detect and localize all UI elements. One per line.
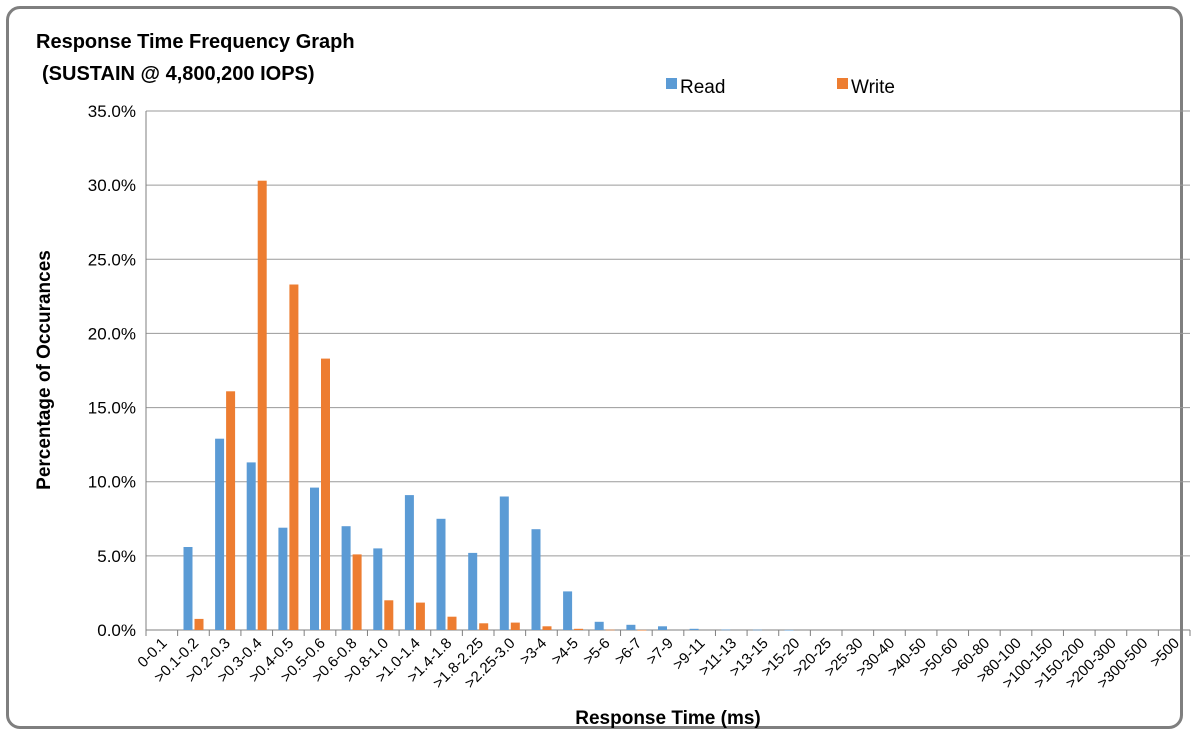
- bar-read-2: [215, 438, 225, 630]
- bar-read-16: [658, 626, 667, 630]
- x-tick-label: >500: [1147, 635, 1183, 671]
- bar-read-20: [784, 629, 794, 631]
- legend-read-label: Read: [680, 77, 725, 98]
- bar-write-4: [289, 284, 299, 630]
- bar-read-11: [499, 496, 509, 630]
- x-tick-label: >6-7: [612, 635, 646, 669]
- y-tick-label: 10.0%: [88, 473, 136, 492]
- y-tick-label: 35.0%: [88, 102, 136, 121]
- bar-write-6: [352, 554, 362, 630]
- y-tick-label: 25.0%: [88, 250, 136, 269]
- x-tick-label: >5-6: [580, 635, 614, 669]
- x-tick-label: >3-4: [517, 635, 551, 669]
- bar-write-8: [415, 602, 425, 630]
- bar-write-15: [637, 629, 647, 631]
- y-tick-label: 0.0%: [97, 621, 136, 640]
- bar-write-1: [194, 618, 204, 630]
- bars: [183, 180, 794, 631]
- legend-read-swatch: [666, 78, 677, 89]
- bar-write-3: [257, 180, 267, 630]
- y-axis-label: Percentage of Occurances: [34, 250, 55, 490]
- y-tick-label: 15.0%: [88, 399, 136, 418]
- bar-write-12: [542, 626, 552, 630]
- bar-write-7: [384, 600, 394, 630]
- legend-write-label: Write: [851, 77, 895, 98]
- bar-read-10: [468, 552, 478, 630]
- gridlines: [145, 110, 1191, 636]
- chart-subtitle: (SUSTAIN @ 4,800,200 IOPS): [42, 63, 315, 85]
- bar-read-15: [626, 624, 636, 630]
- legend-write-swatch: [837, 78, 848, 89]
- y-tick-label: 20.0%: [88, 324, 136, 343]
- bar-write-14: [605, 629, 615, 631]
- bar-read-17: [689, 628, 699, 630]
- bar-write-11: [510, 622, 520, 630]
- x-tick-label: >4-5: [548, 635, 582, 669]
- bar-read-6: [341, 526, 351, 630]
- bar-write-9: [447, 616, 457, 630]
- x-axis-ticks: 0-0.1>0.1-0.2>0.2-0.3>0.3-0.4>0.4-0.5>0.…: [134, 635, 1183, 692]
- x-axis-label: Response Time (ms): [575, 708, 760, 729]
- bar-read-14: [594, 621, 604, 630]
- bar-read-1: [183, 547, 193, 630]
- bar-write-13: [574, 628, 584, 630]
- bar-read-19: [752, 629, 762, 631]
- y-tick-label: 5.0%: [97, 547, 136, 566]
- bar-read-5: [310, 487, 319, 630]
- bar-read-8: [404, 495, 414, 630]
- bar-read-18: [721, 629, 731, 631]
- bar-read-3: [246, 462, 256, 630]
- bar-read-13: [563, 591, 573, 630]
- y-tick-label: 30.0%: [88, 176, 136, 195]
- chart-frame: [6, 6, 1183, 729]
- y-axis-ticks: 0.0% 5.0% 10.0% 15.0% 20.0% 25.0% 30.0% 35.0%: [88, 102, 136, 640]
- bar-read-4: [278, 527, 288, 630]
- bar-write-5: [321, 358, 330, 630]
- bar-write-2: [226, 391, 236, 630]
- chart-title: Response Time Frequency Graph: [36, 31, 355, 53]
- bar-read-7: [373, 548, 383, 630]
- bar-read-12: [531, 529, 541, 630]
- bar-write-10: [479, 623, 489, 630]
- bar-read-9: [436, 518, 446, 630]
